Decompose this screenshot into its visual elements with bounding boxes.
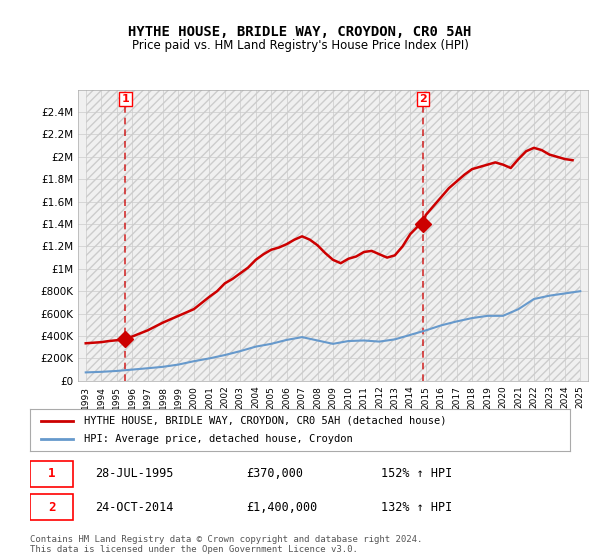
- Text: 152% ↑ HPI: 152% ↑ HPI: [381, 467, 452, 480]
- Text: £1,400,000: £1,400,000: [246, 501, 317, 514]
- Text: 132% ↑ HPI: 132% ↑ HPI: [381, 501, 452, 514]
- Text: 1: 1: [122, 94, 130, 104]
- Text: HPI: Average price, detached house, Croydon: HPI: Average price, detached house, Croy…: [84, 434, 353, 444]
- Text: 1: 1: [48, 467, 55, 480]
- Text: HYTHE HOUSE, BRIDLE WAY, CROYDON, CR0 5AH (detached house): HYTHE HOUSE, BRIDLE WAY, CROYDON, CR0 5A…: [84, 416, 446, 426]
- Text: 28-JUL-1995: 28-JUL-1995: [95, 467, 173, 480]
- Text: £370,000: £370,000: [246, 467, 303, 480]
- FancyBboxPatch shape: [30, 460, 73, 487]
- Text: HYTHE HOUSE, BRIDLE WAY, CROYDON, CR0 5AH: HYTHE HOUSE, BRIDLE WAY, CROYDON, CR0 5A…: [128, 25, 472, 39]
- Text: 2: 2: [419, 94, 427, 104]
- Text: Price paid vs. HM Land Registry's House Price Index (HPI): Price paid vs. HM Land Registry's House …: [131, 39, 469, 52]
- Text: 2: 2: [48, 501, 55, 514]
- Text: Contains HM Land Registry data © Crown copyright and database right 2024.
This d: Contains HM Land Registry data © Crown c…: [30, 535, 422, 554]
- FancyBboxPatch shape: [30, 494, 73, 520]
- Text: 24-OCT-2014: 24-OCT-2014: [95, 501, 173, 514]
